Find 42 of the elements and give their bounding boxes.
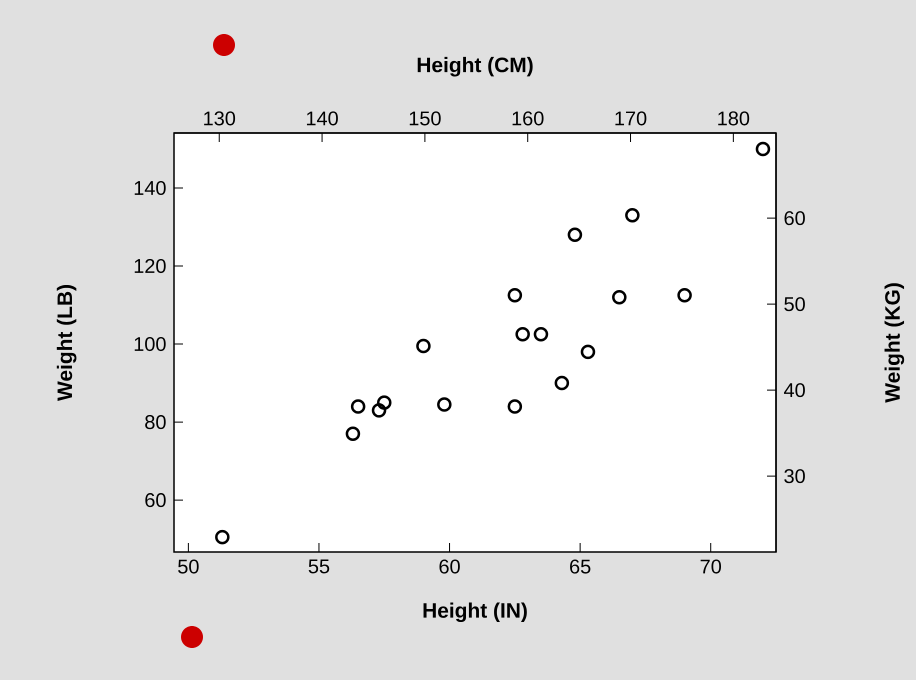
point	[416, 338, 431, 354]
point	[677, 288, 692, 303]
y-axis-title: Weight (LB)	[56, 285, 76, 401]
x-axis-title: Height (IN)	[424, 602, 527, 622]
x-tick-label: 60	[439, 560, 460, 574]
point	[625, 208, 640, 223]
x2-tick-label: 140	[306, 111, 338, 126]
x2-axis-title: Height (CM)	[418, 56, 533, 77]
y2-tick-label: 60	[784, 211, 805, 226]
x-tick-label: 65	[570, 560, 590, 574]
y-tick-label: 140	[134, 180, 166, 196]
x2-tick-label: 150	[410, 111, 441, 126]
y2-tick-label: 50	[784, 297, 805, 312]
y-tick-label: 100	[134, 337, 166, 352]
point	[350, 399, 366, 414]
point	[612, 290, 627, 304]
x2-tick-label: 180	[718, 111, 750, 126]
x2-tick-label: 130	[204, 111, 236, 126]
y-tick-label: 120	[134, 258, 166, 274]
point	[756, 142, 770, 156]
point	[580, 344, 596, 360]
x2-tick-label: 170	[615, 111, 646, 126]
point	[437, 397, 452, 412]
x2-tick-label: 160	[512, 111, 544, 126]
point	[372, 403, 386, 418]
point	[568, 228, 582, 242]
x-tick-label: 55	[308, 560, 330, 574]
y-tick-label: 60	[145, 493, 166, 508]
point	[534, 327, 548, 342]
y-tick-label: 80	[145, 415, 166, 430]
y2-tick-label: 40	[784, 383, 805, 398]
y2-axis-title: Weight (KG)	[884, 283, 904, 403]
point	[215, 530, 230, 544]
point	[508, 399, 522, 414]
x-tick-label: 50	[178, 560, 199, 574]
point	[346, 426, 360, 442]
point	[377, 395, 392, 410]
x-tick-label: 70	[700, 560, 722, 574]
point	[508, 288, 522, 303]
point	[554, 376, 570, 390]
y2-tick-label: 30	[784, 469, 805, 484]
point	[515, 327, 530, 342]
